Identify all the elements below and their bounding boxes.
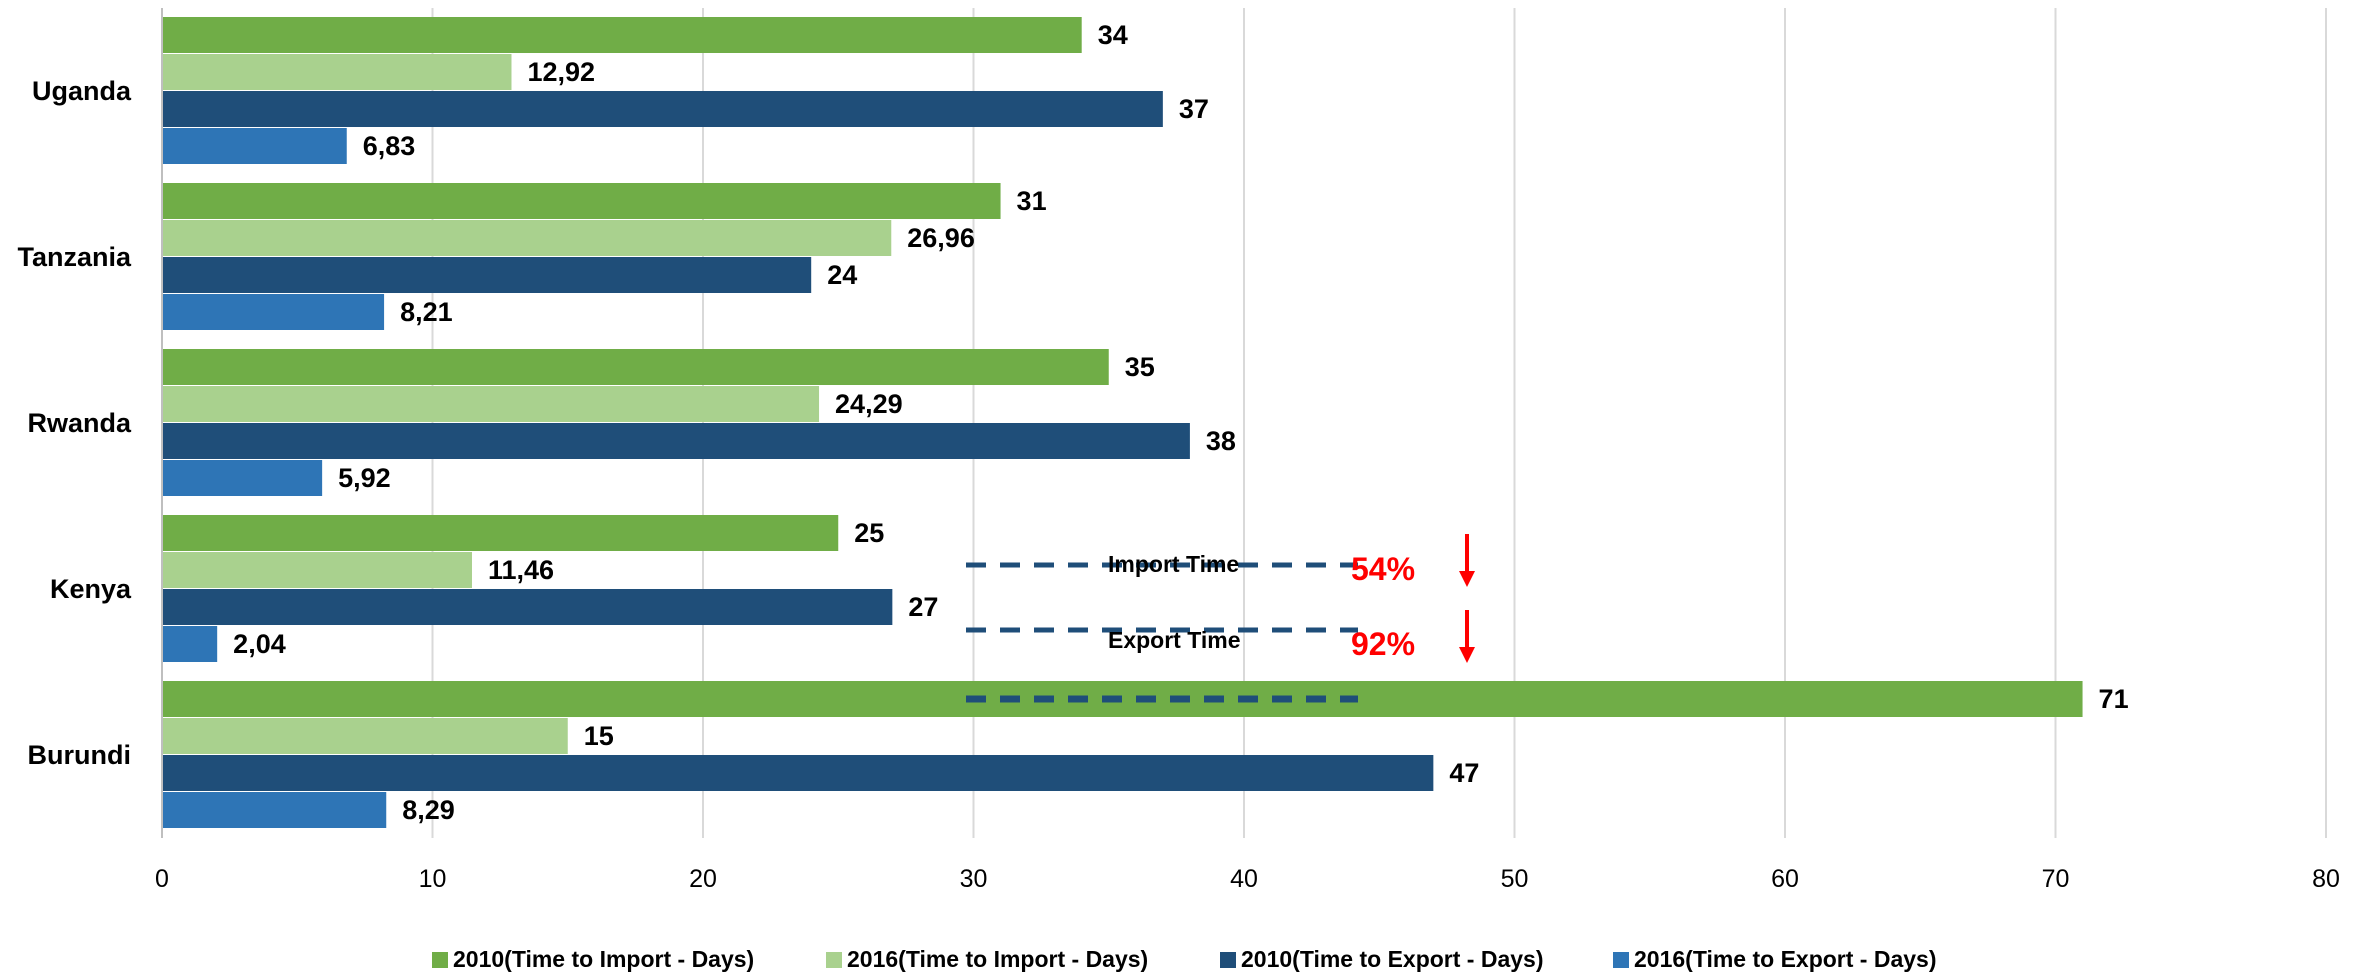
data-label: 8,29	[402, 795, 455, 825]
import-time-percent: 54%	[1351, 551, 1415, 587]
x-tick-label: 20	[689, 865, 717, 893]
bar-tanzania-series-0	[162, 183, 1001, 219]
bar-kenya-series-2	[162, 589, 893, 625]
data-label: 24	[827, 260, 857, 290]
data-label: 38	[1206, 426, 1236, 456]
bar-uganda-series-2	[162, 91, 1163, 127]
data-label: 34	[1098, 20, 1128, 50]
x-tick-label: 0	[155, 865, 169, 893]
data-label: 35	[1125, 352, 1155, 382]
down-arrow-icon	[1459, 610, 1475, 663]
bar-kenya-series-0	[162, 515, 839, 551]
bar-burundi-series-1	[162, 718, 568, 754]
bar-tanzania-series-2	[162, 257, 812, 293]
legend-swatch	[1220, 952, 1236, 968]
data-label: 37	[1179, 94, 1209, 124]
bar-rwanda-series-0	[162, 349, 1109, 385]
data-label: 2,04	[233, 629, 286, 659]
legend-label: 2010(Time to Export - Days)	[1241, 946, 1544, 972]
import-time-label: Import Time	[1108, 551, 1239, 577]
data-label: 27	[908, 592, 938, 622]
data-label: 6,83	[363, 131, 416, 161]
bar-uganda-series-0	[162, 17, 1082, 53]
bars	[162, 17, 2083, 828]
x-tick-label: 10	[419, 865, 447, 893]
export-time-percent: 92%	[1351, 626, 1415, 662]
x-tick-label: 70	[2042, 865, 2070, 893]
x-tick-label: 80	[2312, 865, 2340, 893]
data-label: 8,21	[400, 297, 453, 327]
data-label: 24,29	[835, 389, 903, 419]
x-tick-labels: 0 10 20 30 40 50 60 70 80	[155, 865, 2340, 893]
data-label: 12,92	[527, 57, 595, 87]
legend-label: 2010(Time to Import - Days)	[453, 946, 754, 972]
data-label: 5,92	[338, 463, 391, 493]
export-time-label: Export Time	[1108, 627, 1241, 653]
category-label-rwanda: Rwanda	[27, 408, 132, 438]
x-tick-label: 60	[1771, 865, 1799, 893]
bar-uganda-series-3	[162, 128, 347, 164]
bar-kenya-series-1	[162, 552, 472, 588]
data-label: 15	[584, 721, 614, 751]
bar-rwanda-series-3	[162, 460, 323, 496]
bar-kenya-series-3	[162, 626, 218, 662]
data-label: 31	[1017, 186, 1047, 216]
category-label-kenya: Kenya	[50, 574, 132, 604]
category-label-tanzania: Tanzania	[17, 242, 132, 272]
category-label-uganda: Uganda	[32, 76, 132, 106]
x-tick-label: 40	[1230, 865, 1258, 893]
data-label: 47	[1449, 758, 1479, 788]
legend-label: 2016(Time to Export - Days)	[1634, 946, 1937, 972]
data-labels: 34 12,92 37 6,83 31 26,96 24 8,21 35 24,29 38 5,92 2…	[233, 20, 2128, 825]
bar-rwanda-series-2	[162, 423, 1190, 459]
bar-uganda-series-1	[162, 54, 512, 90]
data-label: 25	[854, 518, 884, 548]
x-tick-label: 30	[960, 865, 988, 893]
legend-label: 2016(Time to Import - Days)	[847, 946, 1148, 972]
legend: 2010(Time to Import - Days) 2016(Time to …	[432, 946, 1937, 972]
down-arrow-icon	[1459, 534, 1475, 587]
data-label: 11,46	[488, 555, 554, 585]
bar-burundi-series-0	[162, 681, 2083, 717]
annotation-box: Import Time Export Time 54% 92%	[966, 534, 1475, 703]
legend-swatch	[432, 952, 448, 968]
x-tick-label: 50	[1501, 865, 1529, 893]
legend-swatch	[826, 952, 842, 968]
bar-tanzania-series-1	[162, 220, 892, 256]
bar-tanzania-series-3	[162, 294, 385, 330]
bar-burundi-series-2	[162, 755, 1434, 791]
data-label: 26,96	[907, 223, 975, 253]
category-label-burundi: Burundi	[28, 740, 131, 770]
category-labels: Uganda Tanzania Rwanda Kenya Burundi	[17, 76, 132, 770]
data-label: 71	[2099, 684, 2129, 714]
bar-burundi-series-3	[162, 792, 387, 828]
legend-swatch	[1613, 952, 1629, 968]
bar-rwanda-series-1	[162, 386, 820, 422]
